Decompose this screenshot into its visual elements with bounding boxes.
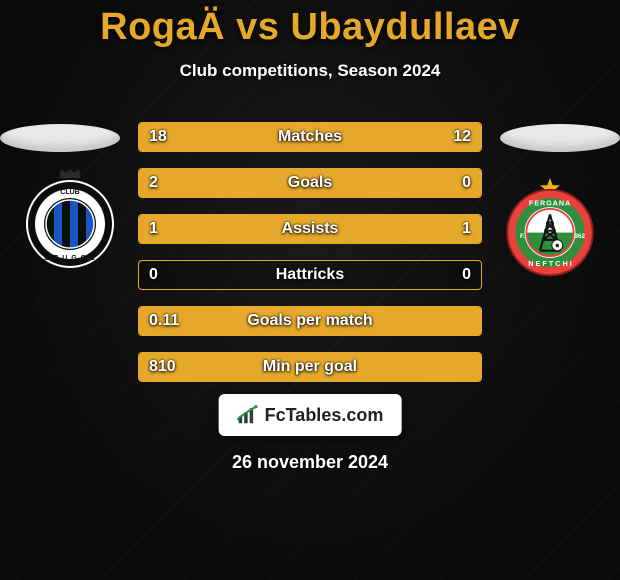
stat-value-right: 0 [462, 169, 471, 197]
stat-row-goals: 2 Goals 0 [138, 168, 482, 198]
stat-row-assists: 1 Assists 1 [138, 214, 482, 244]
stat-label: Min per goal [139, 353, 481, 381]
stats-container: 18 Matches 12 2 Goals 0 1 Assists 1 0 Ha… [138, 122, 482, 398]
svg-text:CLUB: CLUB [60, 189, 79, 196]
team-right-badge: FERGANA N E F T C H I F.C 1962 [500, 178, 600, 278]
stat-label: Goals [139, 169, 481, 197]
stat-label: Assists [139, 215, 481, 243]
stat-row-goals-per-match: 0.11 Goals per match [138, 306, 482, 336]
stat-value-right: 12 [453, 123, 471, 151]
stat-row-min-per-goal: 810 Min per goal [138, 352, 482, 382]
stat-label: Goals per match [139, 307, 481, 335]
page-title: RogaÄ vs Ubaydullaev [0, 0, 620, 49]
stat-row-matches: 18 Matches 12 [138, 122, 482, 152]
fctables-logo-icon [237, 404, 259, 426]
date-text: 26 november 2024 [0, 452, 620, 473]
subtitle: Club competitions, Season 2024 [0, 61, 620, 81]
stat-label: Hattricks [139, 261, 481, 289]
fc-neftchi-icon: FERGANA N E F T C H I F.C 1962 [500, 178, 600, 278]
stat-value-right: 1 [462, 215, 471, 243]
team-left-badge: CLUB B R U G G E [20, 170, 120, 270]
stat-value-right: 0 [462, 261, 471, 289]
stat-row-hattricks: 0 Hattricks 0 [138, 260, 482, 290]
svg-text:FERGANA: FERGANA [529, 198, 571, 207]
brand-link[interactable]: FcTables.com [219, 394, 402, 436]
stat-label: Matches [139, 123, 481, 151]
brand-text: FcTables.com [265, 405, 384, 426]
svg-text:B R U G G E: B R U G G E [44, 255, 95, 262]
player-left-silhouette-head [0, 124, 120, 152]
player-right-silhouette-head [500, 124, 620, 152]
svg-text:N E F T C H I: N E F T C H I [528, 259, 572, 268]
club-brugge-icon: CLUB B R U G G E [20, 170, 120, 270]
